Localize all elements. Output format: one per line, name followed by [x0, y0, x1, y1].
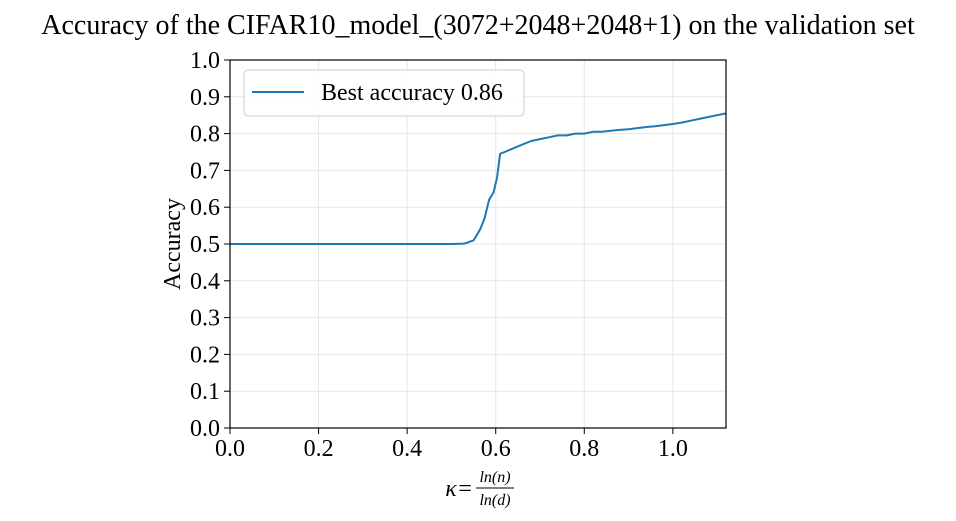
y-axis-label: Accuracy: [160, 198, 186, 290]
y-tick-label: 0.9: [190, 85, 220, 111]
legend-label: Best accuracy 0.86: [321, 80, 503, 106]
x-axis-label-numerator: ln(n): [479, 469, 510, 486]
y-axis-label-text: Accuracy: [160, 198, 186, 290]
x-axis-ticks: 0.0 0.2 0.4 0.6 0.8 1.0: [215, 428, 688, 462]
x-tick-label: 0.8: [569, 436, 599, 462]
y-tick-label: 1.0: [190, 48, 220, 74]
y-tick-label: 0.2: [190, 342, 220, 368]
x-tick-label: 0.0: [215, 436, 245, 462]
chart-title: Accuracy of the CIFAR10_model_(3072+2048…: [41, 10, 915, 41]
x-tick-label: 1.0: [658, 436, 688, 462]
y-tick-label: 0.3: [190, 306, 220, 332]
x-axis-label: κ= ln(n) ln(d): [445, 469, 514, 509]
y-tick-label: 0.1: [190, 379, 220, 405]
y-tick-label: 0.6: [190, 195, 220, 221]
legend-box: [243, 69, 525, 117]
series-layer: [230, 112, 727, 245]
legend: Best accuracy 0.86: [243, 69, 525, 117]
y-axis-ticks: 0.0 0.1 0.2 0.3 0.4 0.5 0.6 0.7 0.8 0.9 1.0: [190, 48, 230, 442]
x-tick-label: 0.6: [481, 436, 511, 462]
y-tick-label: 0.8: [190, 122, 220, 148]
x-tick-label: 0.2: [304, 436, 334, 462]
y-tick-label: 0.7: [190, 158, 220, 184]
y-tick-label: 0.0: [190, 416, 220, 442]
series-line: [230, 112, 727, 245]
x-axis-label-prefix: κ=: [445, 476, 473, 502]
x-axis-label-denominator: ln(d): [479, 492, 510, 509]
y-tick-label: 0.4: [190, 269, 220, 295]
x-tick-label: 0.4: [392, 436, 422, 462]
y-tick-label: 0.5: [190, 232, 220, 258]
